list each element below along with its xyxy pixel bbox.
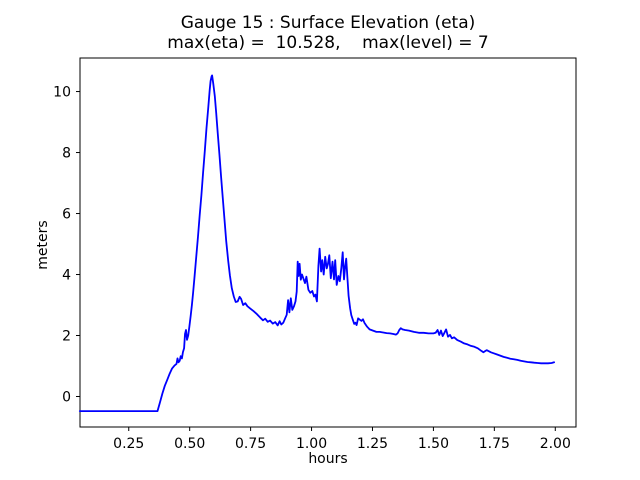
y-axis-label-text: meters bbox=[35, 220, 51, 270]
y-tick-label: 8 bbox=[62, 146, 71, 162]
x-tick-label: 0.50 bbox=[174, 436, 205, 452]
x-tick-label: 1.25 bbox=[357, 436, 388, 452]
eta-curve bbox=[78, 74, 555, 413]
y-tick-label: 10 bbox=[53, 85, 71, 101]
y-tick-label: 6 bbox=[62, 207, 71, 223]
x-tick-label: 1.50 bbox=[418, 436, 449, 452]
y-tick-label: 4 bbox=[62, 268, 71, 284]
chart-title: Gauge 15 : Surface Elevation (eta) max(e… bbox=[80, 13, 576, 53]
y-axis-ticks: 0 2 4 6 8 10 bbox=[53, 85, 80, 406]
y-tick-label: 2 bbox=[62, 329, 71, 345]
x-tick-label: 1.00 bbox=[296, 436, 327, 452]
x-axis-ticks: 0.25 0.50 0.75 1.00 1.25 1.50 1.75 2.00 bbox=[113, 427, 571, 452]
chart-title-line2: max(eta) = 10.528, max(level) = 7 bbox=[167, 33, 489, 53]
x-axis-label: hours bbox=[308, 451, 348, 467]
x-tick-label: 0.25 bbox=[113, 436, 144, 452]
y-tick-label: 0 bbox=[62, 390, 71, 406]
plot-border bbox=[79, 57, 577, 428]
chart-title-line1: Gauge 15 : Surface Elevation (eta) bbox=[180, 13, 476, 33]
x-tick-label: 1.75 bbox=[479, 436, 510, 452]
x-tick-label: 2.00 bbox=[540, 436, 571, 452]
x-tick-label: 0.75 bbox=[235, 436, 266, 452]
